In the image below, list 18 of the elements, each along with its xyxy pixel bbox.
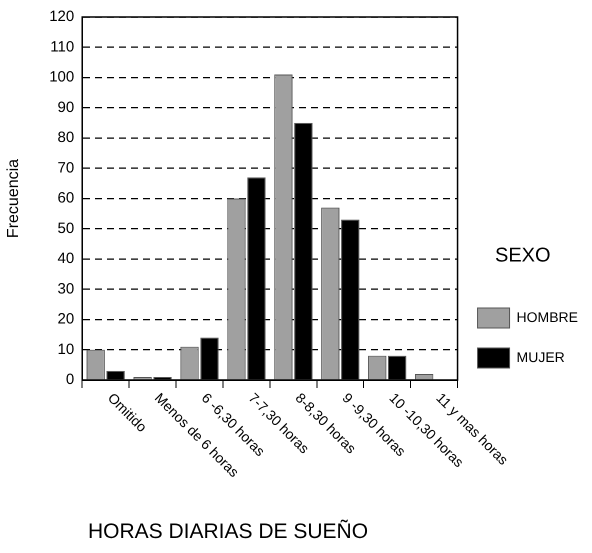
y-tick-label: 80 [58,129,74,146]
y-tick-label: 60 [58,190,74,207]
legend-title: SEXO [494,244,551,267]
y-tick-label: 90 [58,98,74,116]
y-tick-label: 70 [58,159,74,176]
y-tick-label: 10 [58,340,74,358]
legend-label: MUJER [516,348,565,365]
y-tick-label: 40 [58,250,74,268]
x-axis-title: HORAS DIARIAS DE SUEÑO [88,519,368,543]
y-tick-label: 100 [49,68,74,86]
y-axis-title: Frecuencia [5,158,22,238]
y-tick-label: 110 [50,38,74,56]
y-tick-label: 120 [49,8,74,26]
y-tick-label: 0 [66,371,74,388]
y-tick-label: 30 [58,280,74,298]
y-tick-label: 50 [58,220,74,237]
legend-label: HOMBRE [516,308,578,325]
y-tick-label: 20 [58,310,74,328]
